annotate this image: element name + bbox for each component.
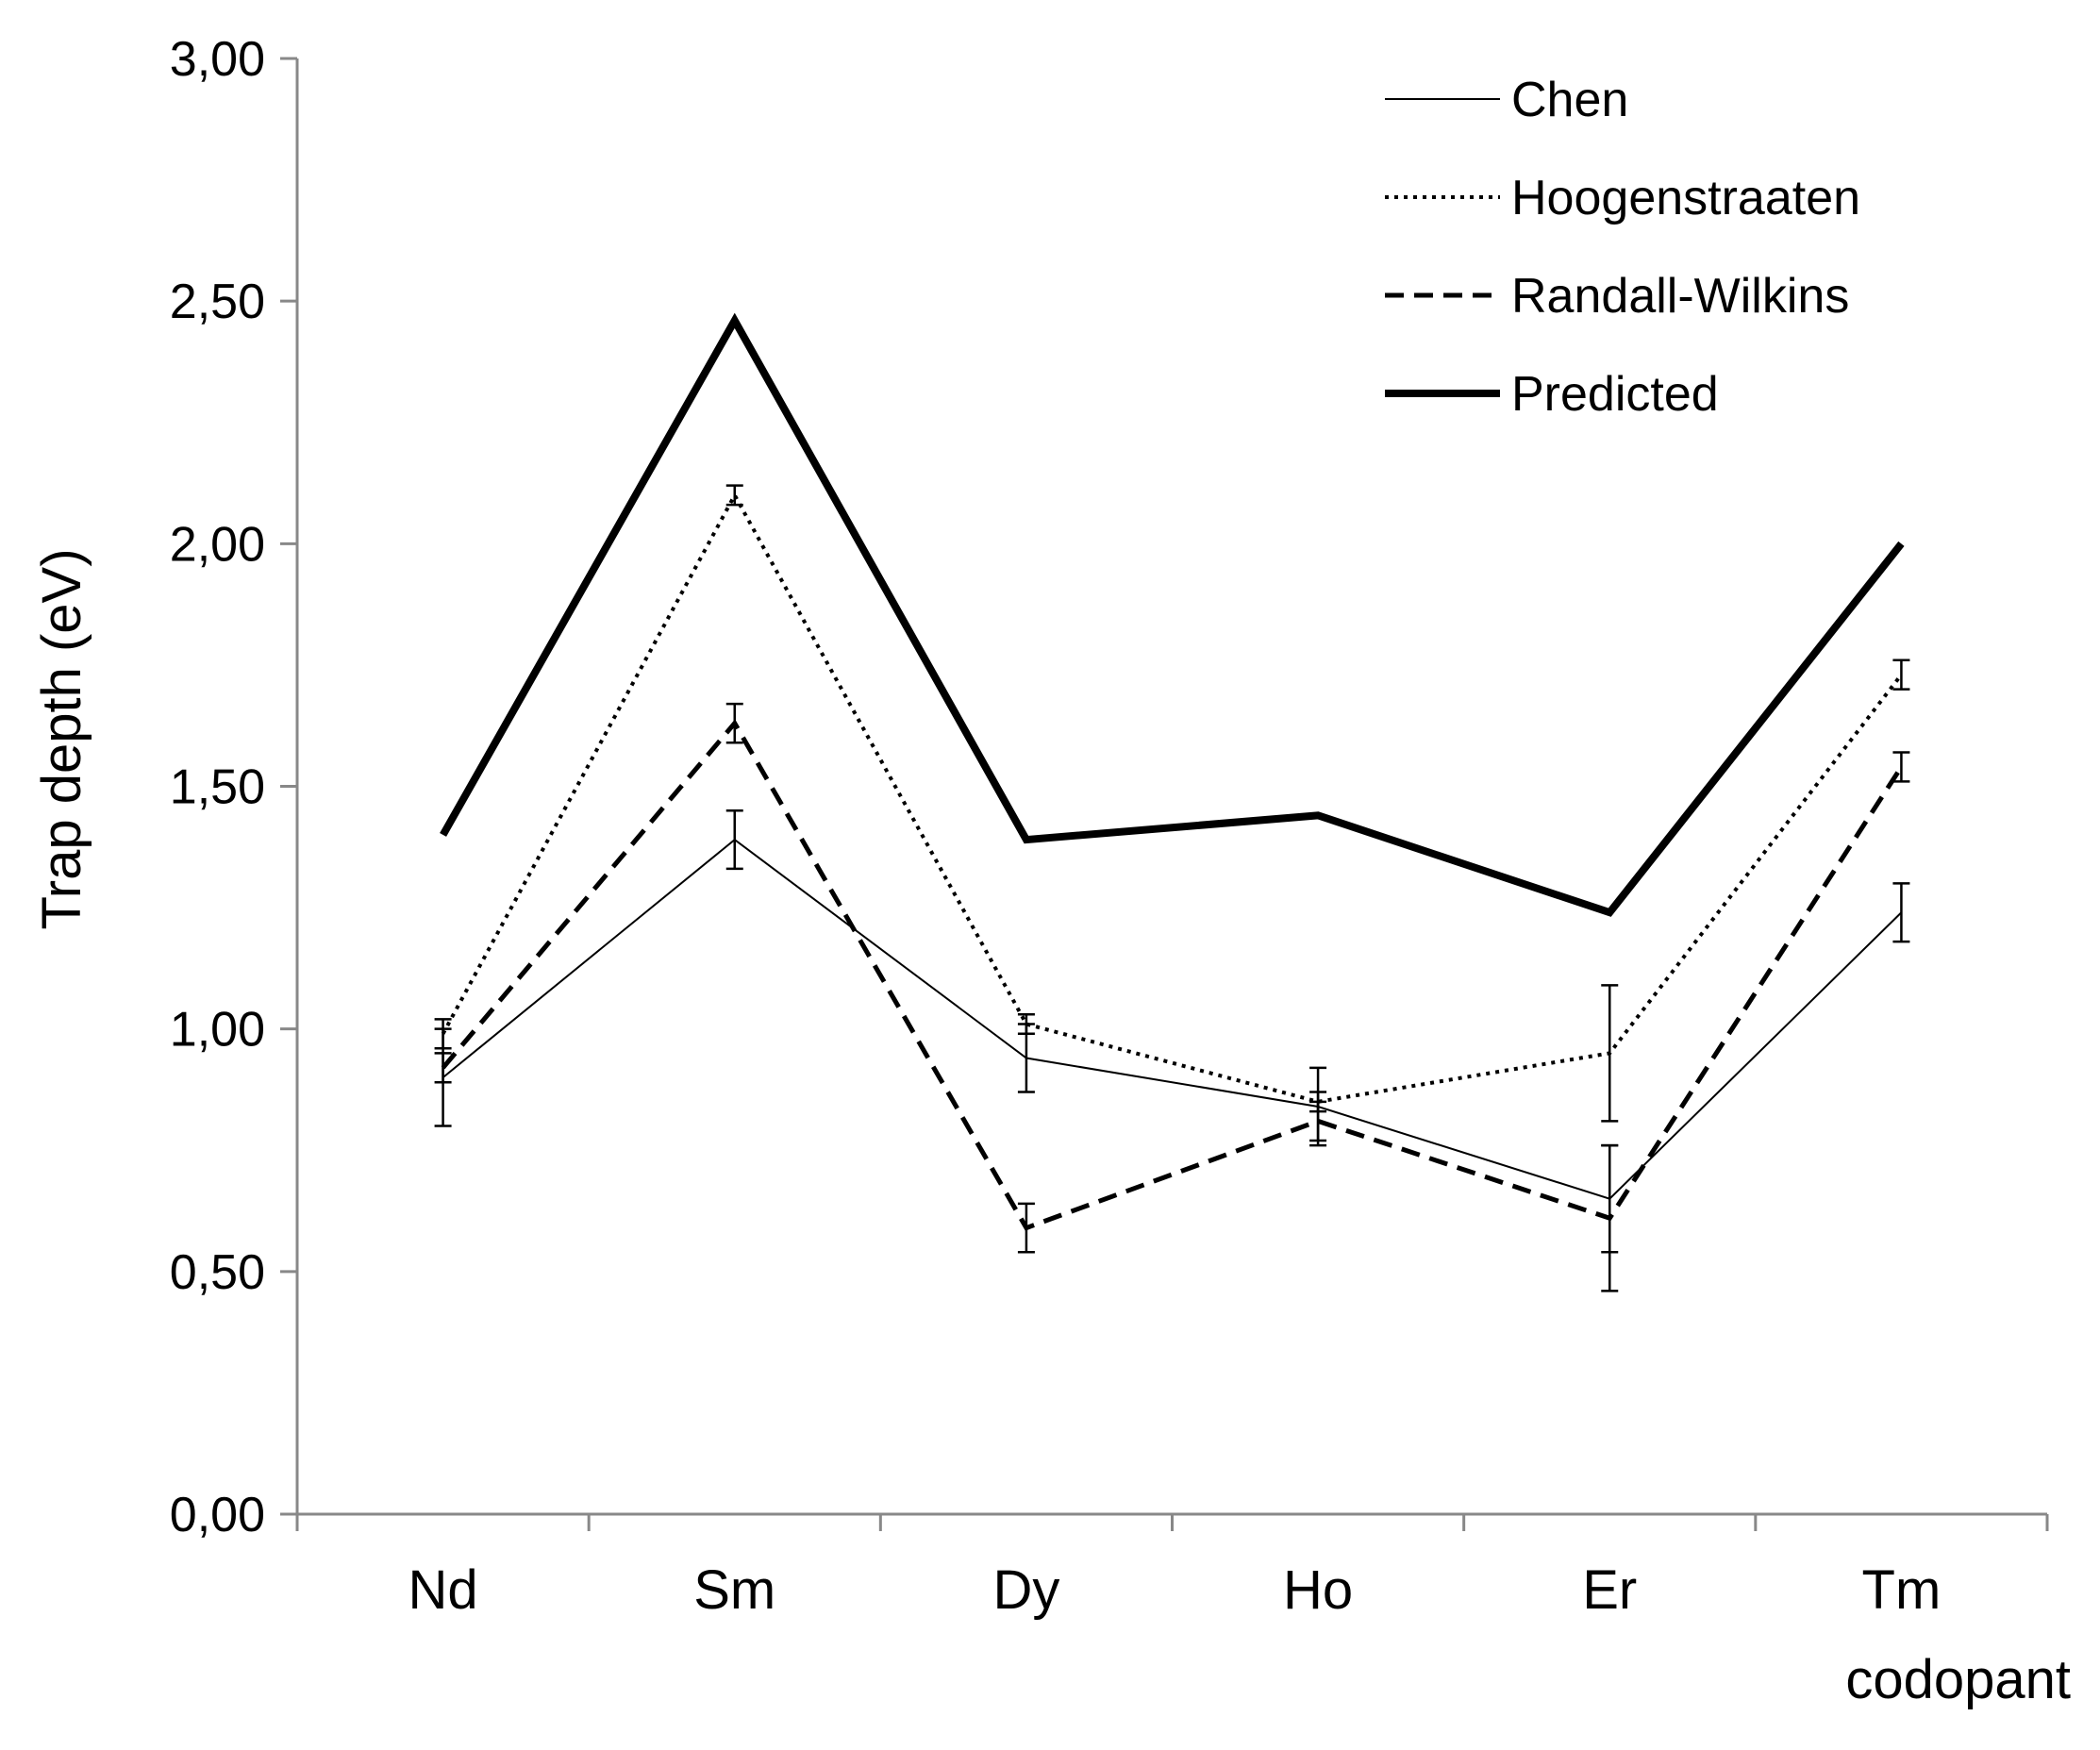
y-tick-label: 2,00: [170, 517, 265, 572]
x-tick-label: Sm: [693, 1559, 775, 1621]
series-line-predicted: [440, 312, 1905, 917]
legend-label-predicted: Predicted: [1511, 367, 1719, 422]
x-ticks: Nd Sm Dy Ho Er Tm: [295, 1514, 2049, 1621]
y-tick-label: 1,50: [170, 760, 265, 815]
x-tick-label: Ho: [1283, 1559, 1353, 1621]
y-tick-label: 0,50: [170, 1245, 265, 1300]
x-axis-title: codopant: [1845, 1649, 2071, 1710]
error-bar-randall-wilkins: [1309, 1100, 1327, 1142]
error-bar-randall-wilkins: [725, 702, 743, 744]
series-line-hoogenstraaten: [441, 491, 1904, 1104]
error-bar-hoogenstraaten: [1017, 1012, 1035, 1036]
error-bar-randall-wilkins: [1601, 1143, 1619, 1292]
x-tick-label: Tm: [1862, 1559, 1942, 1621]
y-tick-label: 2,50: [170, 275, 265, 329]
axes: 0,00 0,50 1,00 1,50 2,00 2,50 3,00 Nd Sm Dy Ho Er T…: [170, 32, 2049, 1621]
series-line-randall-wilkins: [441, 719, 1904, 1231]
y-axis-title: Trap depth (eV): [31, 548, 92, 929]
legend-label-hoogenstraaten: Hoogenstraaten: [1511, 171, 1860, 225]
error-bar-randall-wilkins: [1017, 1202, 1035, 1254]
error-bar-randall-wilkins: [1892, 751, 1910, 783]
legend-label-randall-wilkins: Randall-Wilkins: [1511, 269, 1849, 324]
error-bar-chen: [1892, 882, 1910, 943]
error-bar-hoogenstraaten: [1601, 984, 1619, 1123]
y-ticks: 0,00 0,50 1,00 1,50 2,00 2,50 3,00: [170, 32, 297, 1542]
error-bar-randall-wilkins: [434, 1052, 452, 1084]
legend-label-chen: Chen: [1511, 73, 1628, 127]
y-tick-label: 1,00: [170, 1003, 265, 1058]
error-bar-hoogenstraaten: [1892, 658, 1910, 691]
x-tick-label: Dy: [992, 1559, 1059, 1621]
x-tick-label: Nd: [408, 1559, 478, 1621]
error-bar-chen: [725, 808, 743, 871]
plot-area: [434, 312, 1910, 1292]
error-bar-hoogenstraaten: [434, 1018, 452, 1050]
y-tick-label: 3,00: [170, 32, 265, 87]
series-line-chen: [442, 838, 1903, 1200]
error-bar-hoogenstraaten: [725, 484, 743, 507]
x-tick-label: Er: [1582, 1559, 1637, 1621]
y-tick-label: 0,00: [170, 1488, 265, 1542]
legend: Chen Hoogenstraaten Randall-Wilkins Predict…: [1385, 73, 1860, 422]
